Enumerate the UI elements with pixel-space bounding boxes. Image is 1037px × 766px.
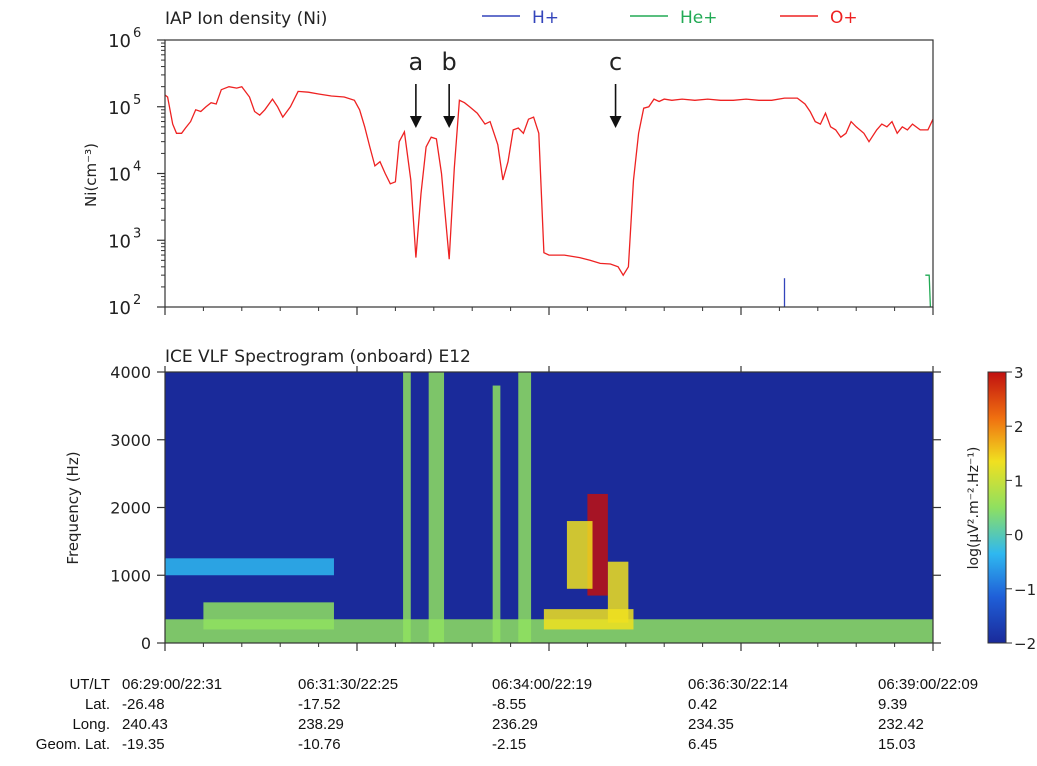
spectrogram-title: ICE VLF Spectrogram (onboard) E12 [165,347,471,367]
ion-density-y-tick-exponent: 6 [133,26,141,41]
ion-density-frame [164,39,934,308]
colorbar-tick-label: −1 [1014,581,1036,599]
orbit-value-geom-lat: -10.76 [298,736,341,753]
ion-density-y-tick-label: 10 [108,231,131,252]
orbit-value-ut-lt: 06:34:00/22:19 [492,676,593,693]
orbit-value-long: 234.35 [688,716,734,733]
legend-label: He+ [680,8,718,28]
colorbar-tick-label: −2 [1014,635,1036,653]
spectrogram-features [165,372,933,643]
orbit-value-geom-lat: 6.45 [688,736,718,753]
colorbar-tick-label: 0 [1014,527,1024,545]
spectrogram-panel: ICE VLF Spectrogram (onboard) E12 0 1000 2… [64,347,941,653]
spectrogram-emission [587,493,608,596]
ion-density-y-axis-label: Ni(cm⁻³) [82,143,100,207]
spectrogram-emission [566,521,593,589]
orbit-value-lat: 9.39 [878,696,908,713]
spectrogram-y-tick-label: 3000 [110,431,151,450]
orbit-value-geom-lat: -19.35 [122,736,165,753]
orbit-row-label-geom-lat: Geom. Lat. [35,736,110,753]
series-line-o-plus [165,85,933,277]
orbit-value-ut-lt: 06:39:00/22:09 [878,676,979,693]
ion-density-y-tick-label: 10 [108,31,131,52]
orbit-value-lat: -26.48 [122,696,165,713]
series-line-he-plus [925,274,932,307]
spectrogram-burst [428,372,445,643]
event-marker-label: c [609,48,622,76]
spectrogram-x-ticks [164,366,934,651]
legend-label: H+ [532,8,559,28]
ion-density-y-tick-exponent: 5 [133,93,141,108]
spectrogram-y-tick-label: 2000 [110,499,151,518]
event-marker-arrow-head [609,116,622,128]
spectrogram-background [165,372,933,643]
orbit-value-geom-lat: 15.03 [878,736,916,753]
spectrogram-emission [607,561,629,623]
colorbar: 3 2 1 0 −1 −2 log(μV².m⁻².Hz⁻¹) [966,364,1036,653]
spectrogram-burst [492,385,501,643]
colorbar-scale [987,371,1007,644]
colorbar-tick-label: 1 [1014,472,1024,490]
orbit-row-label-ut-lt: UT/LT [69,676,110,693]
ion-density-title: IAP Ion density (Ni) [165,9,327,29]
ion-density-series [165,85,933,307]
ion-density-y-tick-label: 10 [108,165,131,186]
orbit-value-geom-lat: -2.15 [492,736,527,753]
colorbar-tick-label: 2 [1014,418,1024,436]
spectrogram-burst [403,372,411,643]
ion-density-y-tick-label: 10 [108,298,131,319]
spectrogram-band [203,602,334,630]
ion-density-legend: H+ He+ O+ [482,8,858,28]
orbit-value-ut-lt: 06:31:30/22:25 [298,676,399,693]
spectrogram-y-ticks: 0 1000 2000 3000 4000 [110,363,941,653]
orbit-value-lat: 0.42 [688,696,718,713]
legend-label: O+ [830,8,858,28]
spectrogram-band [165,558,334,576]
ion-density-y-tick-exponent: 3 [133,226,141,241]
orbit-value-lat: -8.55 [492,696,527,713]
orbit-value-long: 236.29 [492,716,538,733]
colorbar-ticks: 3 2 1 0 −1 −2 [1006,364,1036,653]
spectrogram-y-tick-label: 1000 [110,566,151,585]
orbit-value-ut-lt: 06:36:30/22:14 [688,676,789,693]
orbit-value-long: 232.42 [878,716,924,733]
orbit-value-ut-lt: 06:29:00/22:31 [122,676,223,693]
orbit-row-label-long: Long. [72,716,110,733]
ion-density-x-ticks [164,307,934,315]
spectrogram-y-axis-label: Frequency (Hz) [64,451,82,564]
ion-density-y-tick-exponent: 2 [133,293,141,308]
spectrogram-burst [518,372,532,643]
orbit-value-long: 240.43 [122,716,168,733]
spectrogram-y-tick-label: 0 [141,634,151,653]
spectrogram-lower-band [165,619,933,643]
event-marker-arrow-head [409,116,422,128]
spectrogram-y-tick-label: 4000 [110,363,151,382]
event-marker-label: b [442,48,457,76]
orbit-table: UT/LT Lat. Long. Geom. Lat. 06:29:00/22:… [0,672,1037,766]
event-marker-label: a [409,48,424,76]
ion-density-y-tick-label: 10 [108,98,131,119]
event-marker-arrow-head [443,116,456,128]
colorbar-tick-label: 3 [1014,364,1024,382]
orbit-row-label-lat: Lat. [84,696,110,713]
spectrogram-emission [543,609,634,630]
orbit-value-long: 238.29 [298,716,344,733]
ion-density-y-tick-exponent: 4 [133,160,141,175]
orbit-value-lat: -17.52 [298,696,341,713]
colorbar-label: log(μV².m⁻².Hz⁻¹) [966,447,982,570]
